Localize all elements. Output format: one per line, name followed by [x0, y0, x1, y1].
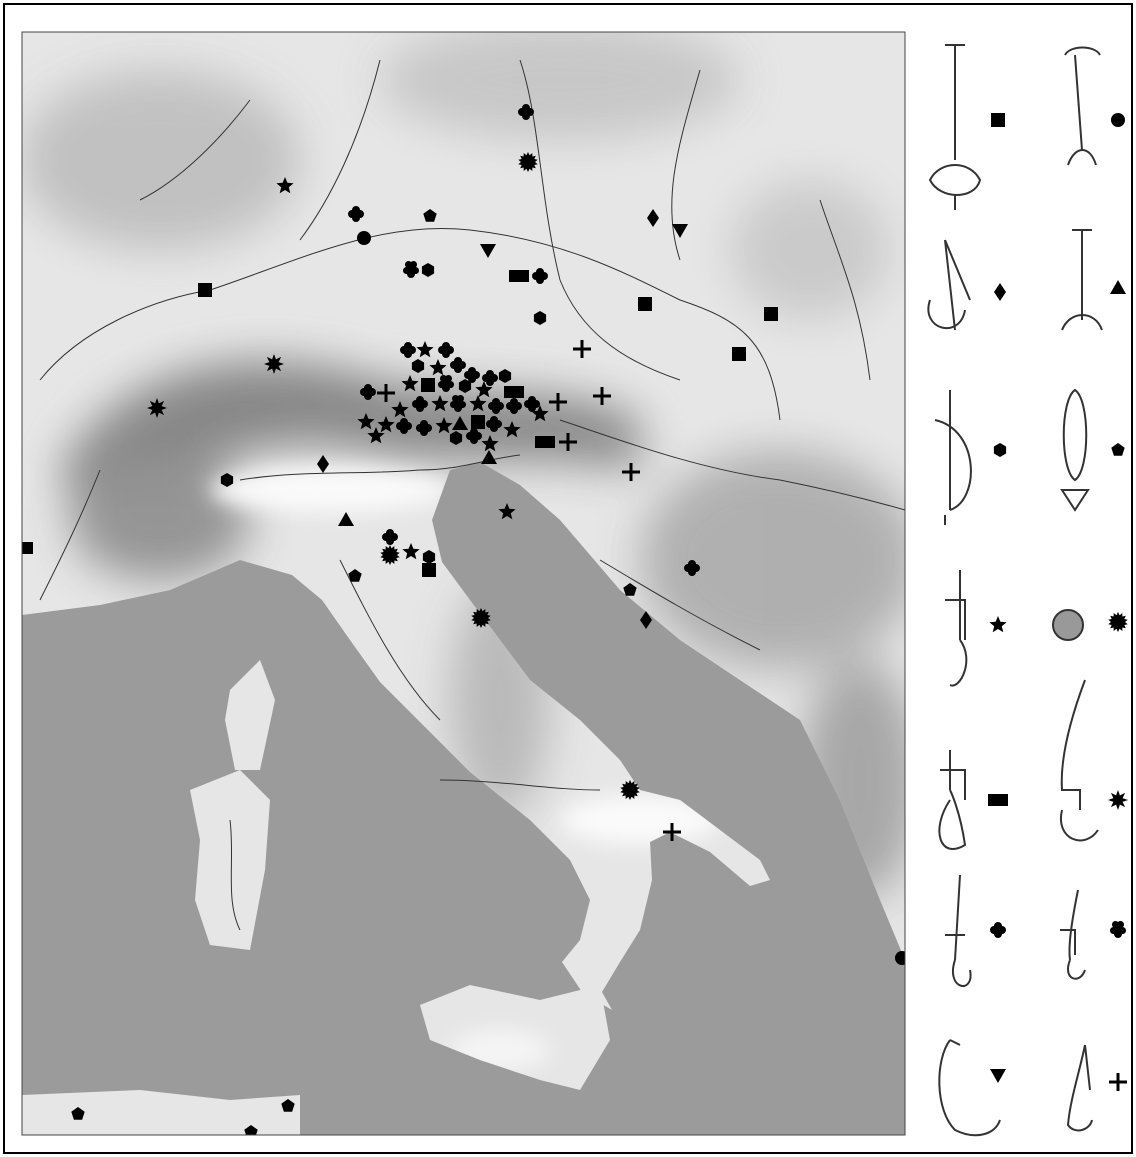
map-area	[13, 20, 920, 1138]
legend-symbol	[988, 794, 1008, 806]
site-marker	[509, 270, 529, 282]
page	[0, 0, 1136, 1157]
legend-symbol	[1108, 790, 1128, 810]
site-marker	[147, 398, 167, 418]
site-marker	[198, 283, 212, 297]
map-figure	[0, 0, 1136, 1157]
site-marker	[535, 436, 555, 448]
legend-symbol	[991, 113, 1005, 127]
site-marker	[357, 231, 371, 245]
site-marker	[732, 347, 746, 361]
site-marker	[504, 386, 524, 398]
site-marker	[421, 378, 435, 392]
site-marker	[422, 563, 436, 577]
site-marker	[638, 297, 652, 311]
legend-symbol	[1111, 113, 1125, 127]
site-marker	[471, 415, 485, 429]
site-marker	[264, 354, 284, 374]
site-marker	[764, 307, 778, 321]
